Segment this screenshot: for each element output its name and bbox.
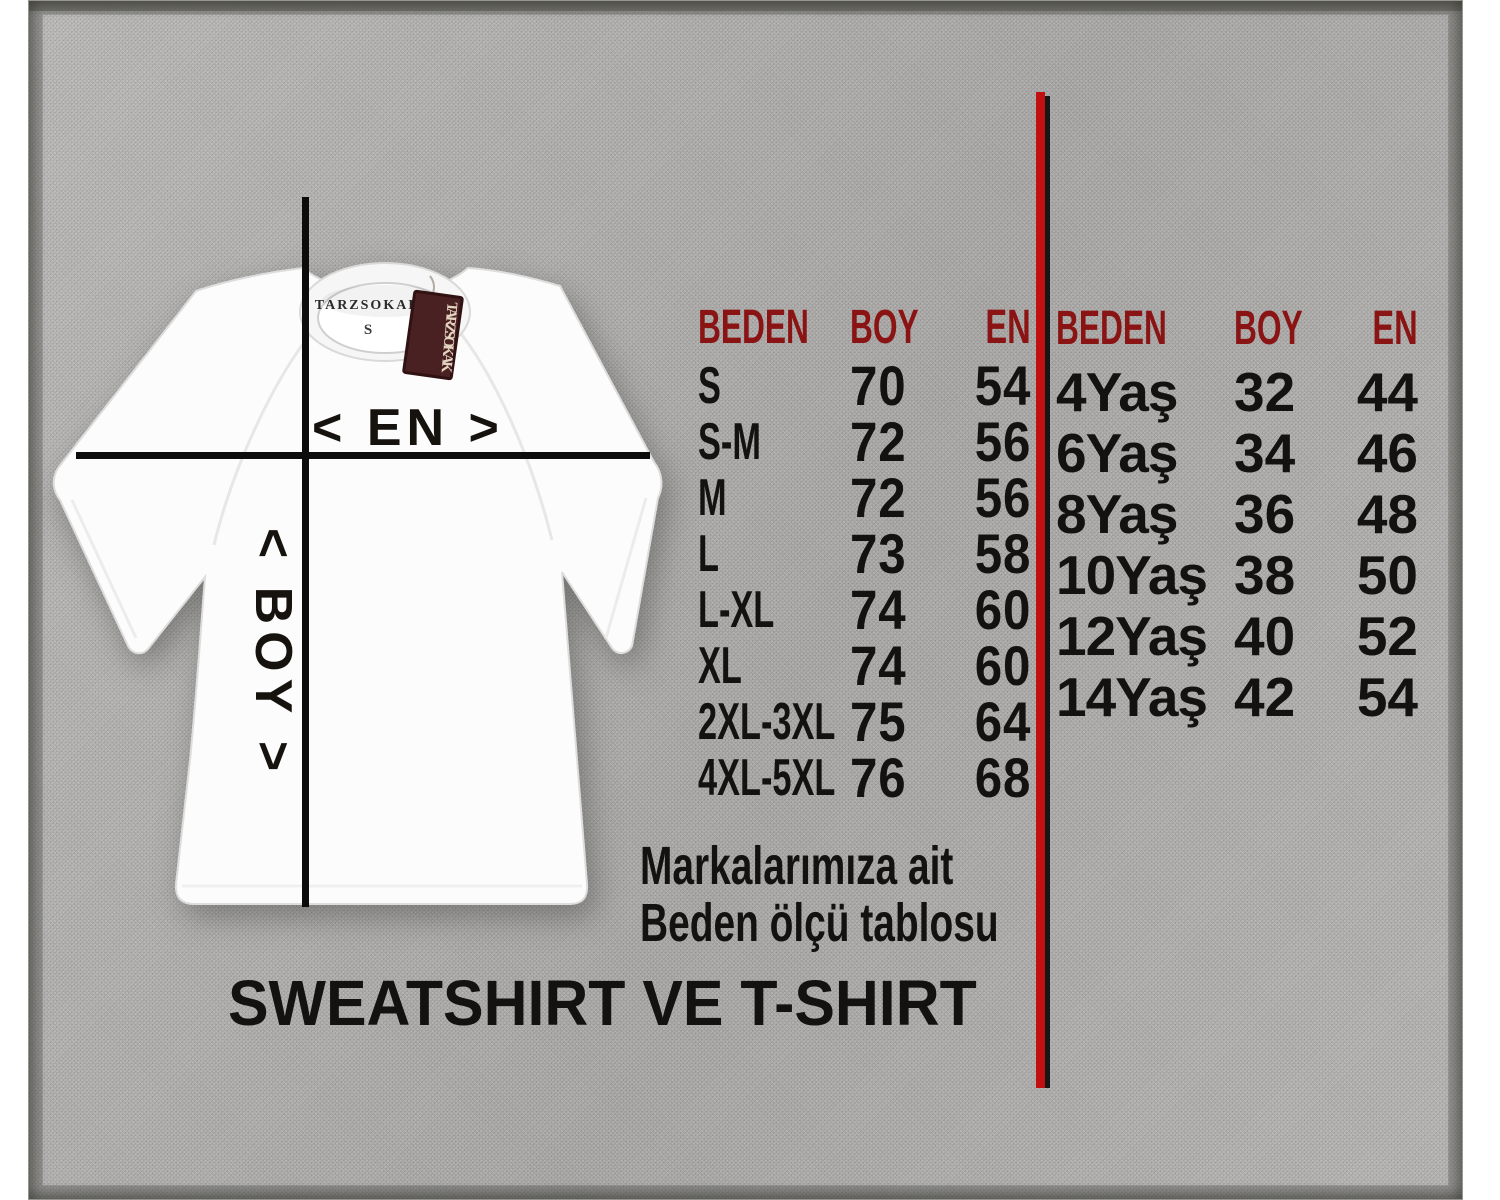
- boy-arrow-label: < BOY >: [244, 527, 302, 779]
- en-value: 44: [1356, 361, 1418, 423]
- boy-value: 74: [850, 634, 907, 697]
- boy-value: 36: [1234, 483, 1296, 545]
- table-row: S-M 72 56: [698, 410, 1031, 473]
- table-row: 4Yaş 32 44: [1056, 362, 1418, 423]
- hang-tag-card: [402, 289, 464, 381]
- boy-value: 34: [1234, 422, 1296, 484]
- table-row: S 70 54: [698, 354, 1031, 417]
- subtitle-line1: Markalarımıza ait: [640, 836, 954, 896]
- en-measure-line: [76, 452, 650, 459]
- boy-value: 76: [850, 746, 907, 809]
- boy-value: 40: [1234, 605, 1296, 667]
- size-label: 4XL-5XL: [698, 749, 836, 807]
- adult-header-boy: BOY: [850, 301, 919, 354]
- boy-value: 70: [850, 354, 907, 417]
- boy-value: 32: [1234, 361, 1296, 423]
- table-row: 4XL-5XL 76 68: [698, 746, 1031, 809]
- en-value: 60: [974, 634, 1031, 697]
- en-value: 46: [1356, 422, 1418, 484]
- age-label: 12Yaş: [1056, 605, 1208, 667]
- table-row: L 73 58: [698, 522, 1031, 585]
- en-value: 56: [974, 410, 1031, 473]
- page-title: SWEATSHIRT VE T-SHIRT: [228, 967, 977, 1039]
- en-value: 60: [974, 578, 1031, 641]
- subtitle-line2: Beden ölçü tablosu: [640, 893, 999, 953]
- en-value: 54: [974, 354, 1031, 417]
- table-row: 10Yaş 38 50: [1056, 545, 1418, 606]
- en-arrow-label: < EN >: [312, 399, 504, 457]
- en-value: 50: [1356, 544, 1418, 606]
- boy-value: 73: [850, 522, 907, 585]
- age-label: 10Yaş: [1056, 544, 1208, 606]
- size-label: S: [698, 357, 721, 415]
- size-label: S-M: [698, 413, 761, 471]
- frame-top-band: [28, 0, 1463, 11]
- collar-size-label: S: [364, 322, 372, 338]
- en-value: 54: [1356, 666, 1418, 728]
- table-row: L-XL 74 60: [698, 578, 1031, 641]
- table-row: 14Yaş 42 54: [1056, 667, 1418, 728]
- en-value: 58: [974, 522, 1031, 585]
- boy-value: 42: [1234, 666, 1296, 728]
- age-label: 8Yaş: [1056, 483, 1178, 545]
- age-label: 4Yaş: [1056, 361, 1178, 423]
- size-label: M: [698, 469, 727, 527]
- table-row: XL 74 60: [698, 634, 1031, 697]
- age-label: 14Yaş: [1056, 666, 1208, 728]
- kids-table-header: BEDEN BOY EN: [1056, 300, 1418, 362]
- hang-tag-text: TARZSOKAK: [438, 301, 460, 374]
- boy-value: 72: [850, 466, 907, 529]
- subtitle: Markalarımıza ait Beden ölçü tablosu: [640, 838, 1138, 952]
- sleeve-hem-left: [70, 499, 138, 639]
- boy-value: 75: [850, 690, 907, 753]
- kids-header-boy: BOY: [1234, 302, 1303, 355]
- red-divider-line: [1036, 92, 1045, 1088]
- divider-shadow: [1045, 96, 1050, 1088]
- adult-header-beden: BEDEN: [698, 301, 809, 354]
- collar-brand-label: TARZSOKAK: [315, 298, 421, 313]
- table-row: 8Yaş 36 48: [1056, 484, 1418, 545]
- en-value: 48: [1356, 483, 1418, 545]
- kids-header-en: EN: [1372, 302, 1418, 355]
- table-row: 6Yaş 34 46: [1056, 423, 1418, 484]
- en-value: 52: [1356, 605, 1418, 667]
- kids-size-table: BEDEN BOY EN 4Yaş 32 44 6Yaş 34 46 8Yaş …: [1056, 300, 1418, 728]
- raglan-seam-left: [212, 331, 314, 546]
- kids-header-beden: BEDEN: [1056, 302, 1167, 355]
- en-value: 56: [974, 466, 1031, 529]
- age-label: 6Yaş: [1056, 422, 1178, 484]
- sleeve-hem-right: [604, 497, 648, 639]
- table-row: M 72 56: [698, 466, 1031, 529]
- hang-tag: TARZSOKAK: [402, 289, 464, 381]
- boy-value: 74: [850, 578, 907, 641]
- table-row: 12Yaş 40 52: [1056, 606, 1418, 667]
- size-label: 2XL-3XL: [698, 693, 836, 751]
- en-value: 68: [974, 746, 1031, 809]
- raglan-seam-right: [453, 325, 554, 541]
- adult-table-header: BEDEN BOY EN: [698, 300, 1031, 358]
- adult-size-table: BEDEN BOY EN S 70 54 S-M 72 56 M 72 56 L…: [698, 300, 1031, 806]
- en-value: 64: [974, 690, 1031, 753]
- boy-value: 72: [850, 410, 907, 473]
- size-label: L: [698, 525, 719, 583]
- table-row: 2XL-3XL 75 64: [698, 690, 1031, 753]
- boy-measure-line: [302, 197, 309, 907]
- fabric-background: [28, 0, 1463, 1200]
- tshirt-body: [52, 266, 663, 905]
- size-label: L-XL: [698, 581, 775, 639]
- boy-value: 38: [1234, 544, 1296, 606]
- size-label: XL: [698, 637, 742, 695]
- adult-header-en: EN: [985, 301, 1031, 354]
